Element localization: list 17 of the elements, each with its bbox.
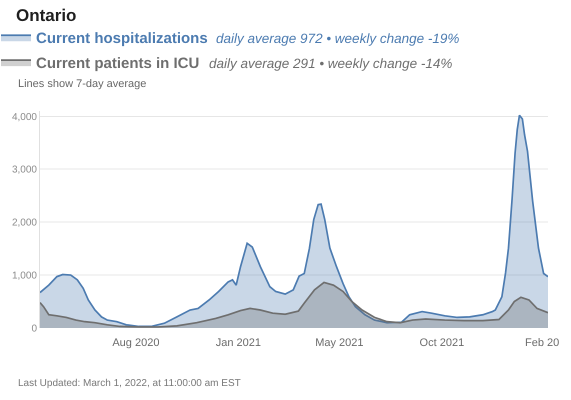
chart-subtitle: Lines show 7-day average: [18, 78, 146, 90]
text: daily average 291 • weekly change -14%: [209, 56, 452, 71]
text: daily average 972 • weekly change -19%: [216, 31, 460, 46]
y-tick-label: 2,000: [12, 218, 38, 229]
x-tick-label: Aug 2020: [112, 337, 160, 349]
y-tick-label: 1,000: [12, 270, 38, 282]
legend-label: Current hospitalizations: [36, 30, 208, 48]
x-tick-label: Oct 2021: [420, 337, 464, 349]
y-tick-label: 0: [31, 324, 38, 334]
x-tick-label: Jan 2021: [216, 337, 262, 349]
y-tick-label: 3,000: [12, 164, 38, 176]
text: Last Updated: March 1, 2022, at 11:00:00 am EST: [18, 378, 241, 389]
y-tick-label: 4,000: [12, 112, 38, 123]
legend-label: Current patients in ICU: [36, 55, 200, 72]
chart-title: Ontario: [16, 6, 76, 25]
x-tick-label: Feb 20: [525, 337, 560, 349]
x-tick-label: May 2021: [315, 337, 364, 349]
